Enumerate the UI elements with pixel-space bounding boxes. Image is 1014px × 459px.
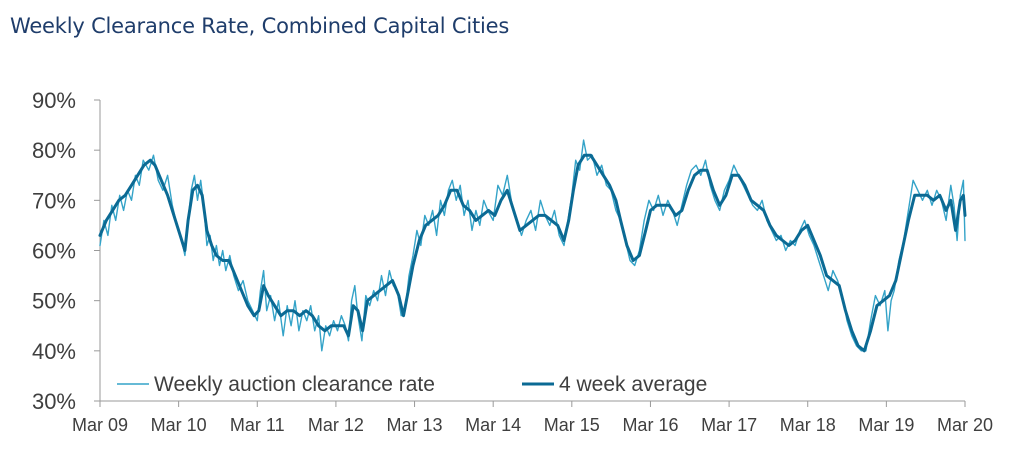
x-tick-label: Mar 15 — [544, 415, 600, 435]
legend-label: 4 week average — [559, 373, 707, 396]
x-tick-label: Mar 09 — [72, 415, 128, 435]
x-tick-label: Mar 12 — [308, 415, 364, 435]
y-tick-label: 70% — [32, 188, 76, 213]
series-line-4-week-average — [98, 153, 967, 353]
y-axis-ticks: 30% 40% 50% 60% 70% 80% 90% — [32, 88, 100, 414]
x-tick-label: Mar 19 — [858, 415, 914, 435]
y-tick-label: 80% — [32, 138, 76, 163]
series-line-weekly-clearance-rate — [99, 139, 966, 352]
y-tick-label: 90% — [32, 88, 76, 113]
x-tick-label: Mar 17 — [701, 415, 757, 435]
x-tick-label: Mar 20 — [937, 415, 993, 435]
x-tick-label: Mar 18 — [780, 415, 836, 435]
series-layer — [98, 139, 967, 353]
x-tick-label: Mar 14 — [465, 415, 521, 435]
y-tick-label: 40% — [32, 339, 76, 364]
x-axis-ticks: Mar 09 Mar 10 Mar 11 Mar 12 Mar 13 Mar 14 Mar … — [72, 401, 993, 435]
legend-label: Weekly auction clearance rate — [154, 373, 435, 396]
y-tick-label: 30% — [32, 389, 76, 414]
legend: Weekly auction clearance rate 4 week aver… — [117, 373, 707, 396]
x-tick-label: Mar 11 — [230, 415, 285, 435]
x-tick-label: Mar 13 — [387, 415, 443, 435]
x-tick-label: Mar 10 — [151, 415, 207, 435]
x-tick-label: Mar 16 — [622, 415, 678, 435]
y-tick-label: 60% — [32, 239, 76, 264]
y-tick-label: 50% — [32, 289, 76, 314]
chart-title: Weekly Clearance Rate, Combined Capital … — [10, 14, 510, 38]
